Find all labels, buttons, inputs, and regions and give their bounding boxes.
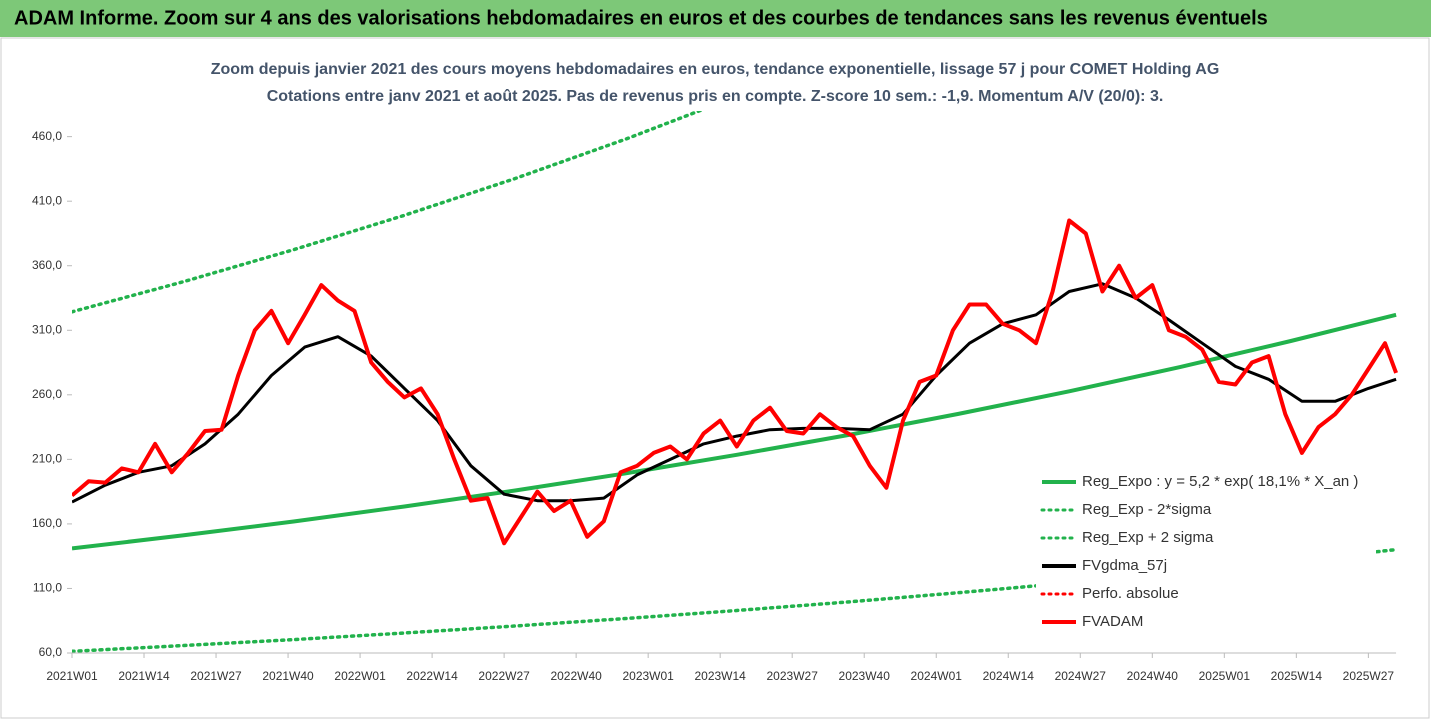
x-tick-label: 2021W40 bbox=[262, 669, 314, 683]
header: ADAM Informe. Zoom sur 4 ans des valoris… bbox=[14, 7, 1268, 29]
series-line bbox=[72, 218, 1398, 546]
x-tick-label: 2025W27 bbox=[1343, 669, 1395, 683]
chart-subtitle: Cotations entre janv 2021 et août 2025. … bbox=[267, 88, 1164, 105]
x-tick-label: 2021W27 bbox=[190, 669, 242, 683]
y-tick-label: 210,0 bbox=[32, 452, 62, 466]
x-tick-label: 2023W14 bbox=[694, 669, 746, 683]
x-tick-label: 2025W14 bbox=[1271, 669, 1323, 683]
x-tick-label: 2024W40 bbox=[1127, 669, 1179, 683]
y-tick-label: 260,0 bbox=[32, 387, 62, 401]
y-tick-label: 410,0 bbox=[32, 193, 62, 207]
chart-border bbox=[0, 37, 1430, 719]
title-backing bbox=[205, 56, 1220, 111]
y-tick-label: 60,0 bbox=[39, 645, 63, 659]
x-tick-label: 2023W01 bbox=[622, 669, 674, 683]
series-line bbox=[72, 282, 1397, 504]
legend-label: Reg_Expo : y = 5,2 * exp( 18,1% * X_an ) bbox=[1082, 473, 1358, 490]
y-tick-label: 310,0 bbox=[32, 322, 62, 336]
overlay: Zoom depuis janvier 2021 des cours moyen… bbox=[205, 56, 1376, 636]
legend-label: Perfo. absolue bbox=[1082, 585, 1179, 602]
y-tick-label: 360,0 bbox=[32, 258, 62, 272]
y-tick-label: 110,0 bbox=[33, 581, 62, 595]
y-tick-label: 460,0 bbox=[32, 129, 62, 143]
chart-title: Zoom depuis janvier 2021 des cours moyen… bbox=[211, 61, 1220, 78]
legend-label: Reg_Exp - 2*sigma bbox=[1082, 501, 1212, 518]
x-tick-label: 2022W14 bbox=[406, 669, 458, 683]
x-tick-label: 2024W01 bbox=[911, 669, 963, 683]
x-tick-label: 2024W27 bbox=[1055, 669, 1107, 683]
x-tick-label: 2022W27 bbox=[478, 669, 530, 683]
x-tick-label: 2021W01 bbox=[46, 669, 98, 683]
x-tick-label: 2023W27 bbox=[767, 669, 819, 683]
legend-label: Reg_Exp + 2 sigma bbox=[1082, 529, 1214, 546]
series-line bbox=[72, 312, 1397, 551]
x-tick-label: 2025W01 bbox=[1199, 669, 1251, 683]
x-tick-label: 2021W14 bbox=[118, 669, 170, 683]
x-tick-label: 2024W14 bbox=[983, 669, 1035, 683]
x-tick-label: 2022W40 bbox=[550, 669, 602, 683]
x-tick-label: 2022W01 bbox=[334, 669, 386, 683]
legend-label: FVADAM bbox=[1082, 613, 1143, 630]
legend-label: FVgdma_57j bbox=[1082, 557, 1167, 574]
legend-backing bbox=[1036, 466, 1376, 636]
y-tick-label: 160,0 bbox=[32, 516, 62, 530]
header-bar bbox=[0, 0, 1431, 37]
series-line bbox=[72, 547, 1398, 654]
x-tick-label: 2023W40 bbox=[839, 669, 891, 683]
